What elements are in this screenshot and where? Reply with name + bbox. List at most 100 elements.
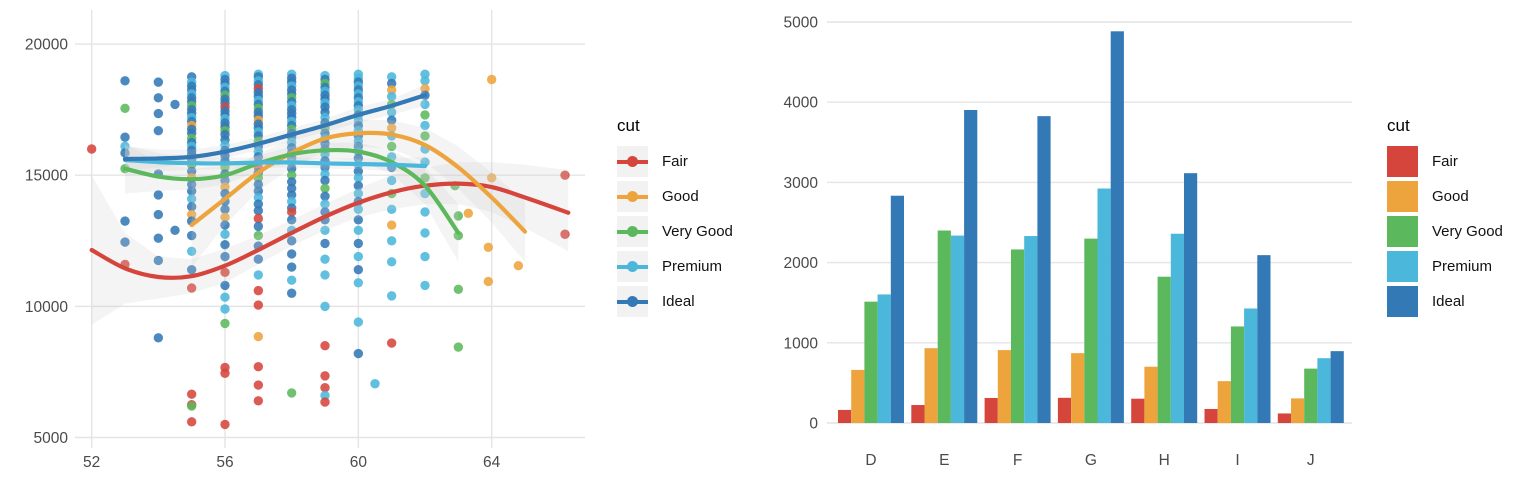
scatter-point (486, 74, 497, 85)
legend-item-label: Very Good (1432, 223, 1503, 240)
scatter-point (286, 249, 297, 259)
scatter-point (420, 228, 430, 238)
scatter-point (483, 276, 494, 287)
legend-key-square-icon (1387, 286, 1418, 317)
scatter-point (353, 317, 364, 327)
scatter-point (483, 242, 494, 253)
legend-item-fair: Fair (617, 146, 733, 177)
smooth-line (89, 181, 571, 280)
legend-item-label: Premium (662, 258, 723, 275)
y-axis-tick-label: 5000 (784, 15, 819, 32)
scatter-point (220, 251, 230, 262)
scatter-point (320, 199, 330, 209)
bar (924, 348, 938, 423)
scatter-point (253, 270, 264, 280)
bar (1157, 276, 1171, 423)
y-axis-tick-label: 3000 (784, 175, 819, 192)
scatter-point (320, 397, 330, 407)
scatter-point (86, 144, 97, 154)
bar (1131, 398, 1145, 423)
legend-key-square-icon (1387, 216, 1418, 247)
bar (877, 294, 891, 423)
y-axis-tick-label: 10000 (25, 299, 68, 316)
scatter-point (220, 304, 230, 314)
legend-key-line-icon (617, 181, 648, 212)
scatter-point (286, 190, 297, 200)
scatter-point (220, 318, 230, 329)
x-axis-tick-label: H (1159, 452, 1170, 469)
bar (911, 405, 925, 423)
scatter-point (420, 251, 430, 262)
bar (851, 369, 865, 423)
legend-key-line-icon (617, 251, 648, 282)
scatter-point (420, 69, 430, 79)
scatter-point (186, 389, 197, 399)
scatter-point (353, 173, 364, 183)
scatter-point (320, 238, 330, 249)
scatter-point (353, 188, 364, 199)
scatter-point (186, 209, 197, 220)
scatter-point (560, 170, 570, 180)
scatter-point (220, 240, 230, 250)
scatter-point (186, 202, 197, 212)
scatter-point (320, 270, 330, 280)
scatter-point (153, 209, 164, 220)
scatter-point (220, 229, 230, 239)
scatter-point (253, 192, 264, 203)
scatter-point (353, 153, 364, 163)
scatter-point (120, 148, 130, 158)
scatter-point (320, 390, 330, 401)
scatter-point (420, 99, 430, 110)
scatter-point (386, 72, 397, 82)
bar (838, 409, 852, 423)
bar (1230, 326, 1245, 423)
bar (964, 109, 978, 423)
scatter-point (220, 419, 230, 430)
smooth-line (189, 130, 528, 234)
bar-legend-title: cut (1387, 116, 1410, 135)
scatter-point (253, 230, 264, 241)
scatter-point (153, 233, 164, 243)
scatter-point (486, 173, 497, 183)
scatter-point (420, 173, 430, 183)
scatter-point (253, 361, 264, 372)
scatter-point (386, 85, 397, 95)
scatter-point (153, 108, 164, 119)
x-axis-tick-label: 60 (350, 454, 368, 471)
y-axis-tick-label: 5000 (34, 430, 69, 447)
scatter-point (120, 237, 130, 247)
scatter-point (220, 368, 230, 378)
legend-point-swatch (627, 226, 638, 237)
bar (1317, 358, 1331, 423)
bar (1204, 408, 1218, 423)
scatter-point (120, 132, 130, 142)
bar (984, 397, 998, 423)
confidence-ribbon (125, 142, 459, 262)
bar (1071, 353, 1085, 423)
scatter-point (320, 341, 330, 351)
scatter-point (353, 278, 364, 288)
scatter-point (386, 175, 397, 186)
scatter-point (420, 131, 430, 141)
scatter-point (286, 163, 297, 174)
scatter-point (386, 141, 397, 152)
scatter-point (253, 221, 264, 232)
legend-point-swatch (627, 296, 638, 307)
scatter-point (220, 267, 230, 277)
y-axis-tick-label: 1000 (784, 335, 819, 352)
bar (1084, 238, 1098, 423)
confidence-ribbon (125, 84, 425, 172)
scatter-point (386, 91, 397, 102)
bar (1291, 398, 1305, 423)
bar-legend: cut Fair Good Very Good Premium Ideal (1387, 116, 1503, 317)
scatter-point (120, 141, 130, 152)
scatter-point (353, 166, 364, 176)
x-axis-tick-label: 52 (83, 454, 100, 471)
bar (937, 230, 951, 423)
bar-legend-items: Fair Good Very Good Premium Ideal (1387, 146, 1503, 317)
scatter-point (286, 177, 297, 187)
scatter-point (186, 179, 197, 190)
scatter-point (320, 191, 330, 201)
scatter-point (286, 196, 297, 207)
